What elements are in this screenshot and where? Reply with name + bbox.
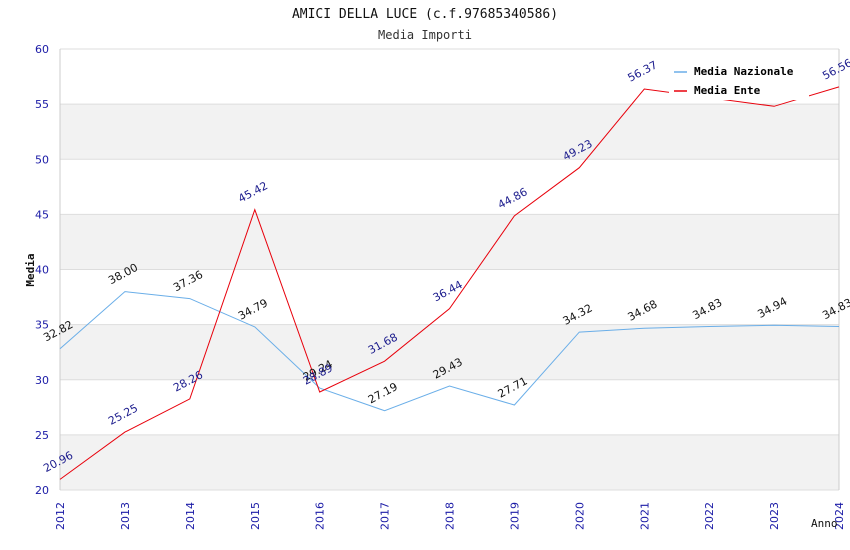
y-tick-label: 35: [35, 319, 49, 332]
y-tick-label: 20: [35, 484, 49, 497]
x-axis-ticks: 2012 2013 2014 2015 2016 2017 2018 2019 2020 2021…: [54, 502, 846, 530]
grid-band: [60, 434, 839, 490]
y-tick-label: 50: [35, 153, 49, 166]
x-tick-label: 2016: [314, 502, 327, 530]
y-axis-ticks: 20 25 30 35 40 45 50 55 60: [35, 43, 49, 497]
x-tick-label: 2014: [184, 502, 197, 530]
series-line-0: [59, 291, 840, 412]
x-tick-label: 2023: [768, 502, 781, 530]
grid-band: [60, 379, 839, 435]
series-line-1: [59, 86, 840, 480]
x-tick-label: 2024: [833, 502, 846, 530]
x-tick-label: 2012: [54, 502, 67, 530]
y-tick-label: 25: [35, 429, 49, 442]
chart-title: AMICI DELLA LUCE (c.f.97685340586): [292, 7, 558, 22]
x-tick-label: 2021: [638, 502, 651, 530]
y-axis-label: Media: [24, 253, 37, 286]
grid-lines: [59, 48, 840, 491]
grid-band: [60, 159, 839, 215]
x-tick-label: 2013: [119, 502, 132, 530]
x-tick-label: 2018: [444, 502, 457, 530]
legend-label-media-nazionale: Media Nazionale: [694, 65, 794, 78]
grid-band: [60, 104, 839, 160]
y-tick-label: 55: [35, 98, 49, 111]
grid-band: [60, 324, 839, 380]
legend: Media Nazionale Media Ente: [669, 60, 809, 100]
y-tick-label: 45: [35, 208, 49, 221]
x-tick-label: 2017: [379, 502, 392, 530]
grid-bands: [60, 49, 839, 490]
chart-subtitle: Media Importi: [378, 28, 472, 42]
x-tick-label: 2022: [703, 502, 716, 530]
x-tick-label: 2015: [249, 502, 262, 530]
grid-band: [60, 269, 839, 325]
series-lines: [59, 86, 840, 480]
x-tick-label: 2020: [573, 502, 586, 530]
y-tick-label: 30: [35, 374, 49, 387]
y-tick-label: 40: [35, 264, 49, 277]
x-tick-label: 2019: [508, 502, 521, 530]
x-axis-label: Anno: [811, 517, 838, 530]
legend-label-media-ente: Media Ente: [694, 84, 761, 97]
y-tick-label: 60: [35, 43, 49, 56]
grid-band: [60, 214, 839, 270]
legend-box: [669, 60, 809, 100]
